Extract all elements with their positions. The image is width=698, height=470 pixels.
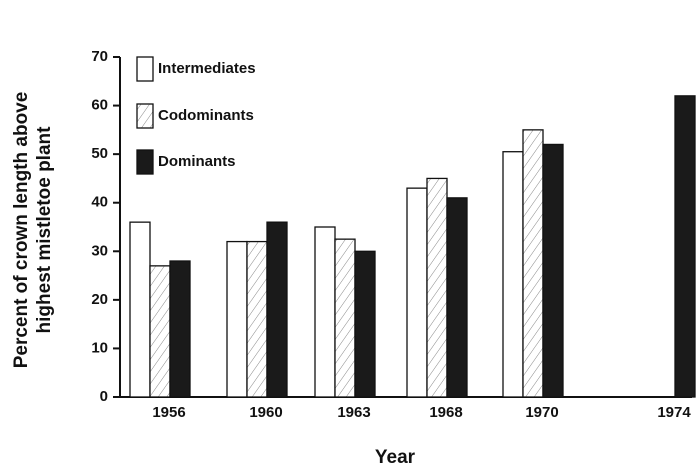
bar — [314, 226, 336, 398]
bar — [246, 240, 268, 398]
legend-swatch — [136, 149, 154, 175]
y-tick-label: 40 — [91, 194, 108, 211]
legend-swatch — [136, 56, 154, 82]
y-axis-label: Percent of crown length above — [11, 92, 32, 369]
y-tick-label: 50 — [91, 145, 108, 162]
y-tick-label: 60 — [91, 97, 108, 114]
x-tick-label: 1963 — [337, 404, 370, 421]
legend-label: Intermediates — [158, 60, 256, 77]
legend-label: Dominants — [158, 153, 236, 170]
bar — [446, 197, 468, 398]
bar — [674, 95, 696, 398]
bar — [226, 240, 248, 398]
y-tick-label: 10 — [91, 339, 108, 356]
bar — [149, 265, 171, 398]
bar — [406, 187, 428, 398]
bar — [426, 177, 448, 398]
y-axis-label: highest mistletoe plant — [34, 126, 55, 334]
x-tick-label: 1956 — [152, 404, 185, 421]
bar — [169, 260, 191, 398]
x-tick-label: 1970 — [525, 404, 558, 421]
bar — [334, 238, 356, 398]
bar — [522, 129, 544, 398]
y-tick-label: 70 — [91, 48, 108, 65]
legend-swatch — [136, 103, 154, 129]
x-tick-label: 1968 — [429, 404, 462, 421]
bar — [266, 221, 288, 398]
bar — [129, 221, 151, 398]
y-tick-label: 0 — [100, 388, 108, 405]
bar — [354, 250, 376, 398]
x-tick-label: 1960 — [249, 404, 282, 421]
x-tick-label: 1974 — [657, 404, 691, 421]
y-tick-label: 30 — [91, 242, 108, 259]
legend-label: Codominants — [158, 107, 254, 124]
x-axis-label: Year — [375, 447, 416, 468]
bar — [502, 151, 524, 398]
bar — [542, 143, 564, 398]
y-tick-label: 20 — [91, 291, 108, 308]
